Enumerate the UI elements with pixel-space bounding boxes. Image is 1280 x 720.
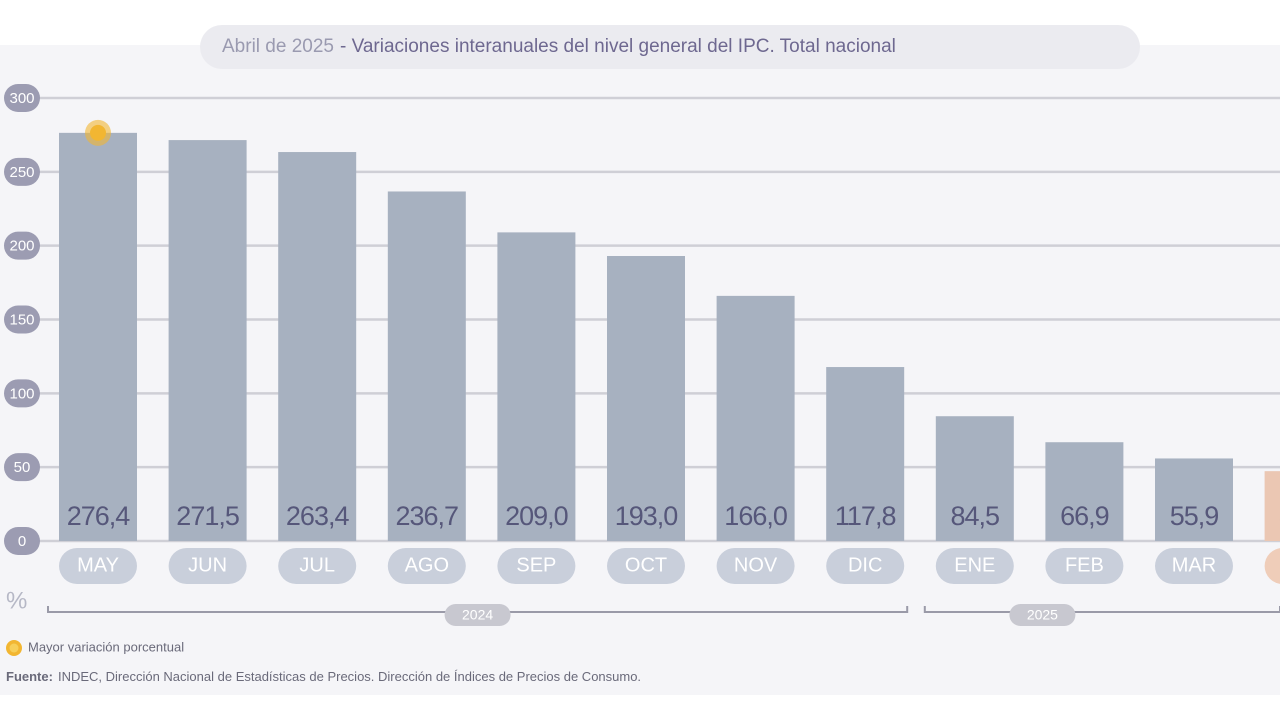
category-pill — [1264, 548, 1280, 584]
source: Fuente: INDEC, Dirección Nacional de Esta… — [6, 669, 641, 684]
x-tick-label: DIC — [848, 554, 882, 576]
category-pill — [387, 548, 466, 584]
bar — [387, 191, 466, 541]
x-tick-label: JUN — [188, 554, 227, 576]
category-pill — [935, 548, 1014, 584]
bar — [716, 295, 795, 541]
group-label: 2024 — [462, 607, 493, 623]
value-label: 84,5 — [951, 501, 1000, 531]
bar — [278, 152, 357, 541]
title-pill — [200, 25, 1140, 69]
x-tick-label: OCT — [625, 554, 667, 576]
bar — [1155, 458, 1233, 541]
value-label: 66,9 — [1060, 501, 1109, 531]
bar — [59, 132, 137, 541]
x-tick-label: SEP — [516, 554, 556, 576]
category-pill — [1045, 548, 1124, 584]
x-tick-label: MAR — [1172, 554, 1216, 576]
title-text: - Variaciones interanuales del nivel gen… — [340, 36, 896, 57]
category-pill — [1155, 548, 1233, 584]
y-tick-pill — [4, 527, 40, 555]
group-bracket — [923, 606, 1280, 613]
y-tick-label: 100 — [9, 385, 34, 402]
y-tick-label: 150 — [9, 311, 34, 328]
x-tick-label: JUL — [299, 554, 335, 576]
y-tick-pill — [4, 157, 40, 186]
bar — [1264, 471, 1280, 541]
y-tick-label: 0 — [18, 533, 26, 550]
y-tick-pill — [4, 231, 40, 260]
bar — [1045, 442, 1124, 541]
value-label: 271,5 — [176, 501, 239, 531]
y-tick-label: 50 — [14, 459, 31, 476]
y-tick-pill — [4, 305, 40, 334]
category-pill — [826, 548, 905, 584]
x-tick-label: NOV — [734, 554, 778, 576]
value-label: 276,4 — [67, 501, 131, 531]
title: Abril de 2025 - Variaciones interanuales … — [222, 36, 896, 57]
value-label: 55,9 — [1170, 501, 1219, 531]
y-tick-pill — [4, 453, 40, 482]
y-tick-label: 200 — [9, 238, 34, 255]
bar — [607, 256, 685, 541]
legend-marker-core — [9, 643, 19, 653]
value-label: 166,0 — [724, 501, 787, 531]
bar — [497, 232, 576, 542]
category-pill — [278, 548, 357, 584]
category-pill — [607, 548, 685, 584]
x-tick-label: MAY — [77, 554, 119, 576]
y-unit: % — [6, 587, 27, 614]
group-pill — [444, 604, 511, 626]
value-label: 117,8 — [835, 501, 896, 531]
legend-label: Mayor variación porcentual — [28, 639, 184, 654]
x-tick-label: ENE — [954, 554, 995, 576]
x-tick-label: FEB — [1065, 554, 1104, 576]
bar — [935, 416, 1014, 541]
y-tick-label: 300 — [9, 90, 34, 107]
y-tick-pill — [4, 84, 40, 112]
y-tick-label: 250 — [9, 164, 34, 181]
group-label: 2025 — [1027, 607, 1058, 623]
group-pill — [1009, 604, 1076, 626]
value-label: 209,0 — [505, 501, 568, 531]
category-pill — [497, 548, 576, 584]
y-tick-pill — [4, 379, 40, 408]
value-label: 193,0 — [615, 501, 678, 531]
category-pill — [168, 548, 247, 584]
bar — [168, 140, 247, 541]
value-label: 263,4 — [286, 501, 350, 531]
title-date: Abril de 2025 — [222, 36, 334, 57]
max-marker-core — [90, 124, 106, 141]
source-text: INDEC, Dirección Nacional de Estadística… — [58, 669, 641, 684]
x-tick-label: AGO — [405, 554, 449, 576]
category-pill — [59, 548, 137, 584]
source-label: Fuente: — [6, 669, 53, 684]
value-label: 236,7 — [396, 501, 459, 531]
bar — [826, 367, 905, 541]
category-pill — [716, 548, 795, 584]
